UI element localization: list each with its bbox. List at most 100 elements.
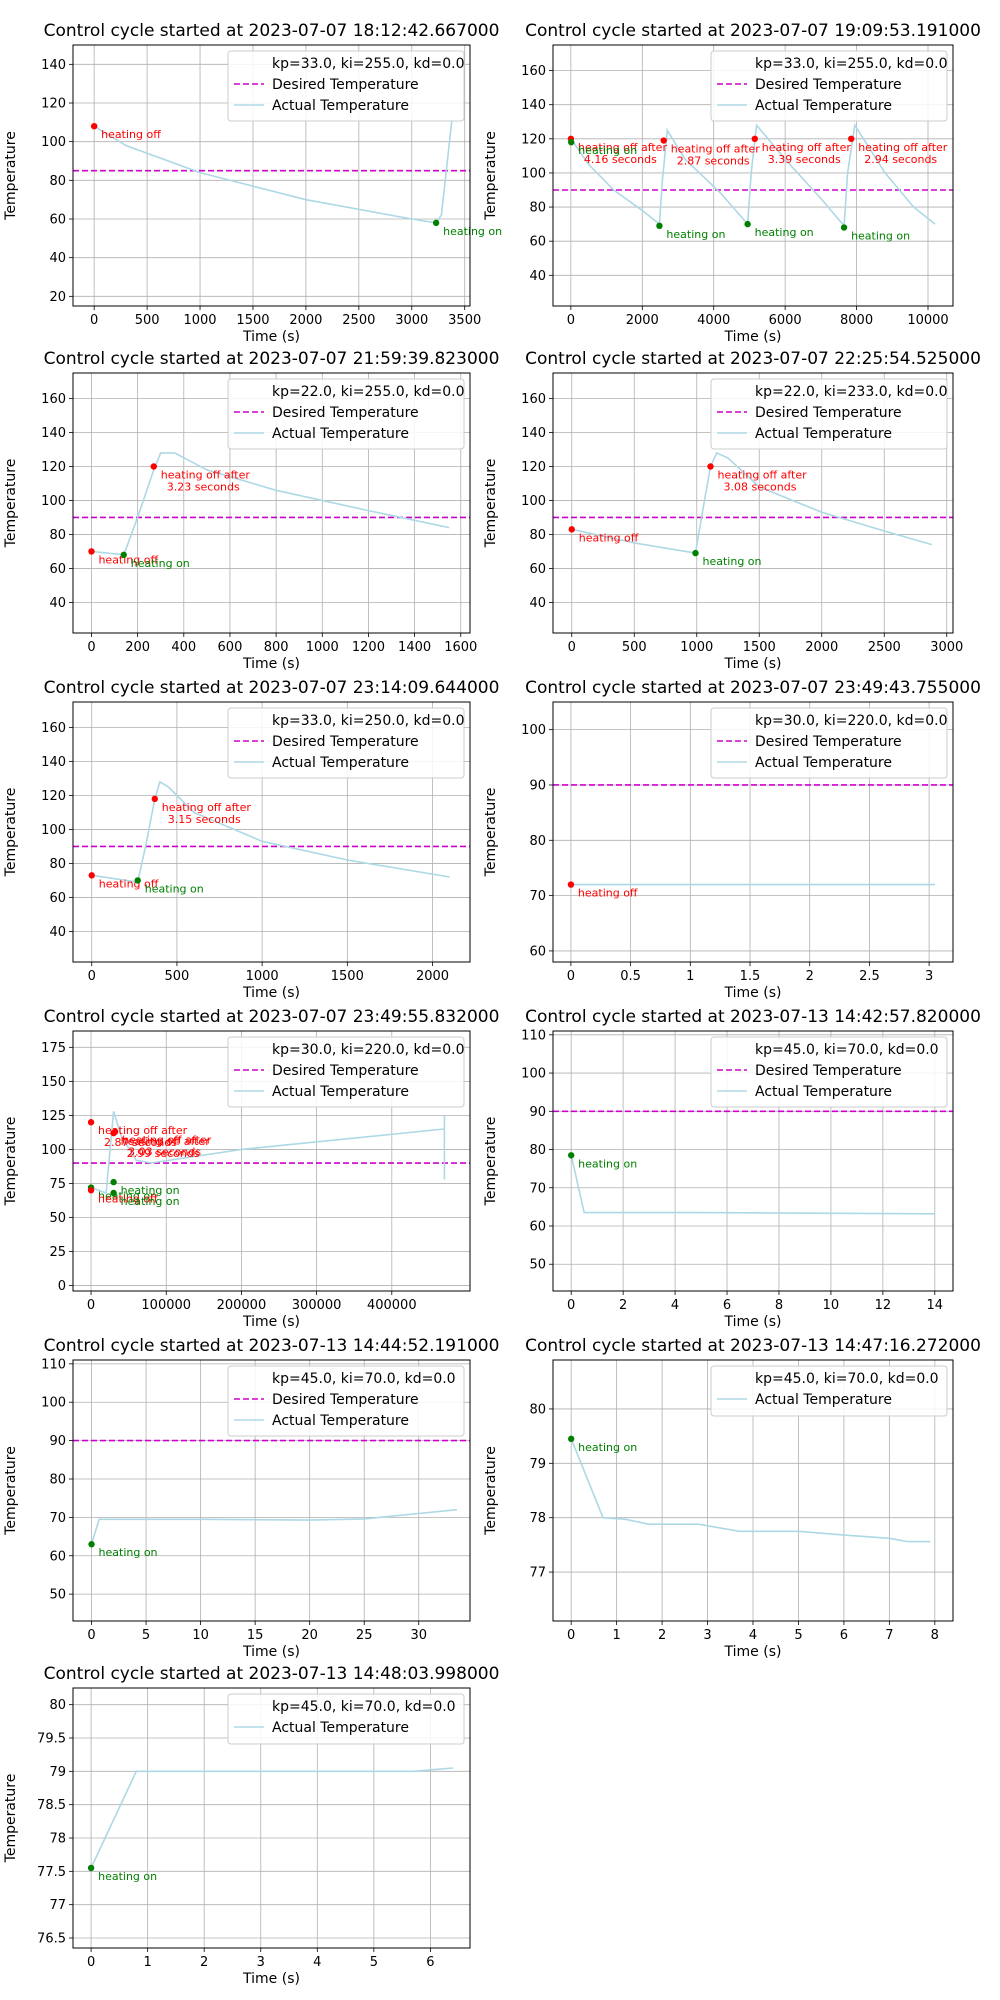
x-axis-label: Time (s) <box>724 1644 782 1660</box>
x-tick-label: 12 <box>875 1298 892 1313</box>
x-tick-label: 6 <box>723 1298 731 1313</box>
point-annotation: heating off <box>579 531 639 544</box>
x-tick-label: 800 <box>264 640 289 655</box>
plot-area <box>73 118 470 224</box>
chart-panel-5: Control cycle started at 2023-07-07 23:1… <box>3 678 499 1001</box>
x-axis-label: Time (s) <box>242 656 300 672</box>
legend-actual-label: Actual Temperature <box>272 426 409 442</box>
point-annotation: heating on <box>578 1157 637 1170</box>
x-tick-label: 1500 <box>743 640 776 655</box>
x-axis-label: Time (s) <box>724 985 782 1001</box>
legend-params: kp=30.0, ki=220.0, kd=0.0 <box>755 713 948 729</box>
chart-title: Control cycle started at 2023-07-07 21:5… <box>44 349 500 369</box>
chart-panel-10: Control cycle started at 2023-07-13 14:4… <box>483 1336 981 1660</box>
plot-frame <box>552 1030 954 1292</box>
y-tick-label: 60 <box>49 213 66 228</box>
point-annotation: heating off <box>101 128 161 141</box>
y-tick-label: 77.5 <box>37 1865 66 1880</box>
legend-desired-label: Desired Temperature <box>755 734 902 750</box>
point-annotation: heating on <box>99 1546 158 1559</box>
chart-panel-6: Control cycle started at 2023-07-07 23:4… <box>483 678 981 1001</box>
x-tick-label: 5 <box>370 1955 378 1970</box>
chart-title: Control cycle started at 2023-07-07 23:4… <box>44 1007 500 1027</box>
y-tick-label: 60 <box>49 562 66 577</box>
heating-on-point <box>134 877 141 884</box>
x-tick-label: 2.5 <box>859 969 880 984</box>
heating-on-point <box>656 222 663 230</box>
point-annotation: heating on <box>703 555 762 568</box>
y-tick-label: 80 <box>49 528 66 543</box>
legend: kp=30.0, ki=220.0, kd=0.0 Desired Tempera… <box>227 1036 465 1108</box>
plot-area <box>73 1111 470 1195</box>
y-tick-label: 150 <box>41 1075 66 1090</box>
plot-area <box>73 1439 470 1545</box>
plot-area <box>570 1438 931 1543</box>
point-annotation: heating off after <box>858 141 948 154</box>
y-tick-label: 125 <box>41 1109 66 1124</box>
legend: kp=30.0, ki=220.0, kd=0.0 Desired Tempera… <box>710 707 948 779</box>
point-annotation: 2.99 seconds <box>127 1147 200 1160</box>
heating-off-point <box>660 137 667 144</box>
y-axis-label: Temperature <box>3 1774 19 1864</box>
point-annotation: heating on <box>851 230 910 243</box>
y-tick-label: 40 <box>49 925 66 940</box>
y-tick-label: 140 <box>521 98 546 113</box>
y-tick-label: 140 <box>521 426 546 441</box>
y-axis-label: Temperature <box>3 1446 19 1536</box>
heating-off-point <box>110 1129 117 1137</box>
legend-desired-label: Desired Temperature <box>272 734 419 750</box>
y-tick-label: 70 <box>49 1511 66 1526</box>
plot-area <box>553 451 953 555</box>
x-tick-label: 2000 <box>626 313 659 328</box>
chart-title: Control cycle started at 2023-07-13 14:4… <box>44 1664 500 1684</box>
y-tick-label: 160 <box>41 721 66 736</box>
y-axis-label: Temperature <box>483 459 499 549</box>
point-annotation: heating off <box>578 887 638 900</box>
plot-area <box>553 122 953 228</box>
x-tick-label: 7 <box>885 1628 893 1643</box>
actual-temperature-line <box>90 1767 454 1869</box>
x-tick-label: 0 <box>87 1298 95 1313</box>
y-tick-label: 79.5 <box>37 1732 66 1747</box>
legend-box <box>710 707 948 779</box>
legend-actual-label: Actual Temperature <box>272 1720 409 1736</box>
y-tick-label: 60 <box>529 235 546 250</box>
legend-actual-label: Actual Temperature <box>755 1392 892 1408</box>
y-axis-label: Temperature <box>3 131 19 221</box>
heating-on-point <box>744 220 751 228</box>
x-tick-label: 2000 <box>805 640 838 655</box>
y-tick-label: 100 <box>521 494 546 509</box>
plot-frame <box>552 701 954 963</box>
legend-desired-label: Desired Temperature <box>272 405 419 421</box>
actual-temperature-line <box>91 452 450 556</box>
point-annotation: 3.03 seconds <box>128 1146 201 1159</box>
x-axis-label: Time (s) <box>242 1971 300 1987</box>
heating-on-point <box>88 1541 95 1548</box>
y-tick-label: 175 <box>41 1041 66 1056</box>
x-tick-label: 3000 <box>930 640 963 655</box>
point-annotation: heating on <box>578 144 637 157</box>
y-tick-label: 80 <box>529 528 546 543</box>
point-annotation: heating on <box>145 882 204 895</box>
x-tick-label: 8000 <box>840 313 873 328</box>
y-tick-label: 60 <box>529 1220 546 1235</box>
plot-frame <box>72 701 471 963</box>
heating-on-point <box>567 1152 575 1159</box>
chart-title: Control cycle started at 2023-07-07 19:0… <box>525 21 981 41</box>
y-axis-label: Temperature <box>3 459 19 549</box>
heating-on-point <box>87 1864 95 1872</box>
y-tick-label: 78.5 <box>37 1798 66 1813</box>
y-tick-label: 80 <box>49 174 66 189</box>
legend-params: kp=45.0, ki=70.0, kd=0.0 <box>272 1699 456 1715</box>
point-annotation: heating on <box>121 1195 180 1208</box>
y-tick-label: 140 <box>41 426 66 441</box>
x-tick-label: 10 <box>823 1298 840 1313</box>
y-axis-label: Temperature <box>483 788 499 878</box>
y-tick-label: 50 <box>49 1211 66 1226</box>
y-tick-label: 160 <box>521 392 546 407</box>
plot-frame <box>72 1359 471 1622</box>
x-tick-label: 1 <box>144 1955 152 1970</box>
legend-actual-label: Actual Temperature <box>755 98 892 114</box>
y-tick-label: 75 <box>49 1177 66 1192</box>
y-tick-label: 40 <box>529 596 546 611</box>
